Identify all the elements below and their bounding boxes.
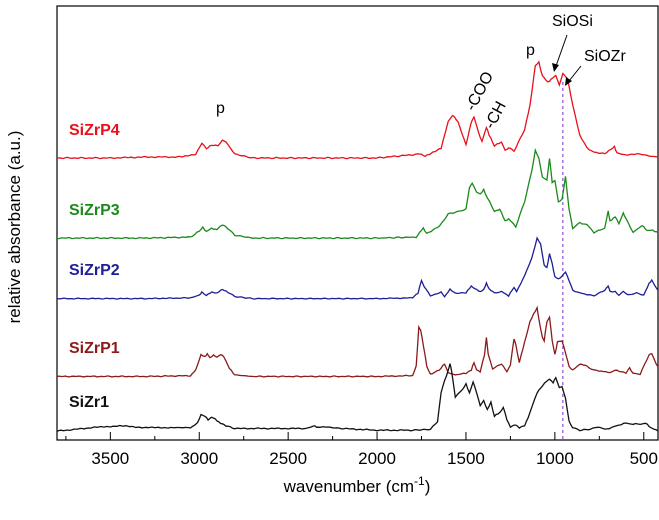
series-label-sizrp1: SiZrP1 (69, 340, 120, 357)
series-group (56, 60, 659, 432)
x-tick-labels: 3500 3000 2500 2000 1500 1000 500 (91, 449, 658, 468)
x-tick-label-1000: 1000 (536, 449, 574, 468)
series-line-sizrp1 (56, 305, 659, 378)
series-line-sizrp3 (56, 147, 659, 240)
arrow-siozr-head (565, 77, 572, 86)
plot-frame (56, 5, 659, 441)
series-line-sizr1 (56, 363, 659, 432)
annot-p-right: p (526, 42, 535, 59)
y-axis-title: relative absorbance (a.u.) (5, 131, 24, 324)
x-tick-label-2500: 2500 (269, 449, 307, 468)
x-axis-title-end: ) (425, 477, 431, 496)
x-axis-title-main: wavenumber (cm (283, 477, 414, 496)
x-axis-title: wavenumber (cm-1) (283, 474, 431, 496)
annot-siosi: SiOSi (552, 13, 593, 30)
x-tick-label-3000: 3000 (180, 449, 218, 468)
x-tick-label-500: 500 (630, 449, 658, 468)
series-labels: SiZrP4 SiZrP3 SiZrP2 SiZrP1 SiZr1 (69, 122, 120, 411)
x-ticks (65, 432, 645, 440)
annot-p-left: p (216, 100, 225, 117)
series-line-sizrp4 (56, 60, 659, 160)
x-tick-label-3500: 3500 (91, 449, 129, 468)
annot-siozr: SiOZr (584, 48, 626, 65)
arrow-siosi-head (552, 63, 559, 72)
series-label-sizrp4: SiZrP4 (69, 122, 120, 139)
x-tick-label-1500: 1500 (447, 449, 485, 468)
arrow-siozr-line (568, 65, 582, 82)
series-label-sizrp2: SiZrP2 (69, 262, 120, 279)
series-line-sizrp2 (56, 236, 659, 300)
x-tick-label-2000: 2000 (358, 449, 396, 468)
x-axis-title-sup: -1 (414, 474, 425, 488)
series-label-sizrp3: SiZrP3 (69, 202, 120, 219)
arrow-siosi-line (555, 34, 568, 67)
series-label-sizr1: SiZr1 (69, 394, 109, 411)
annot-ch: -CH (482, 99, 510, 132)
